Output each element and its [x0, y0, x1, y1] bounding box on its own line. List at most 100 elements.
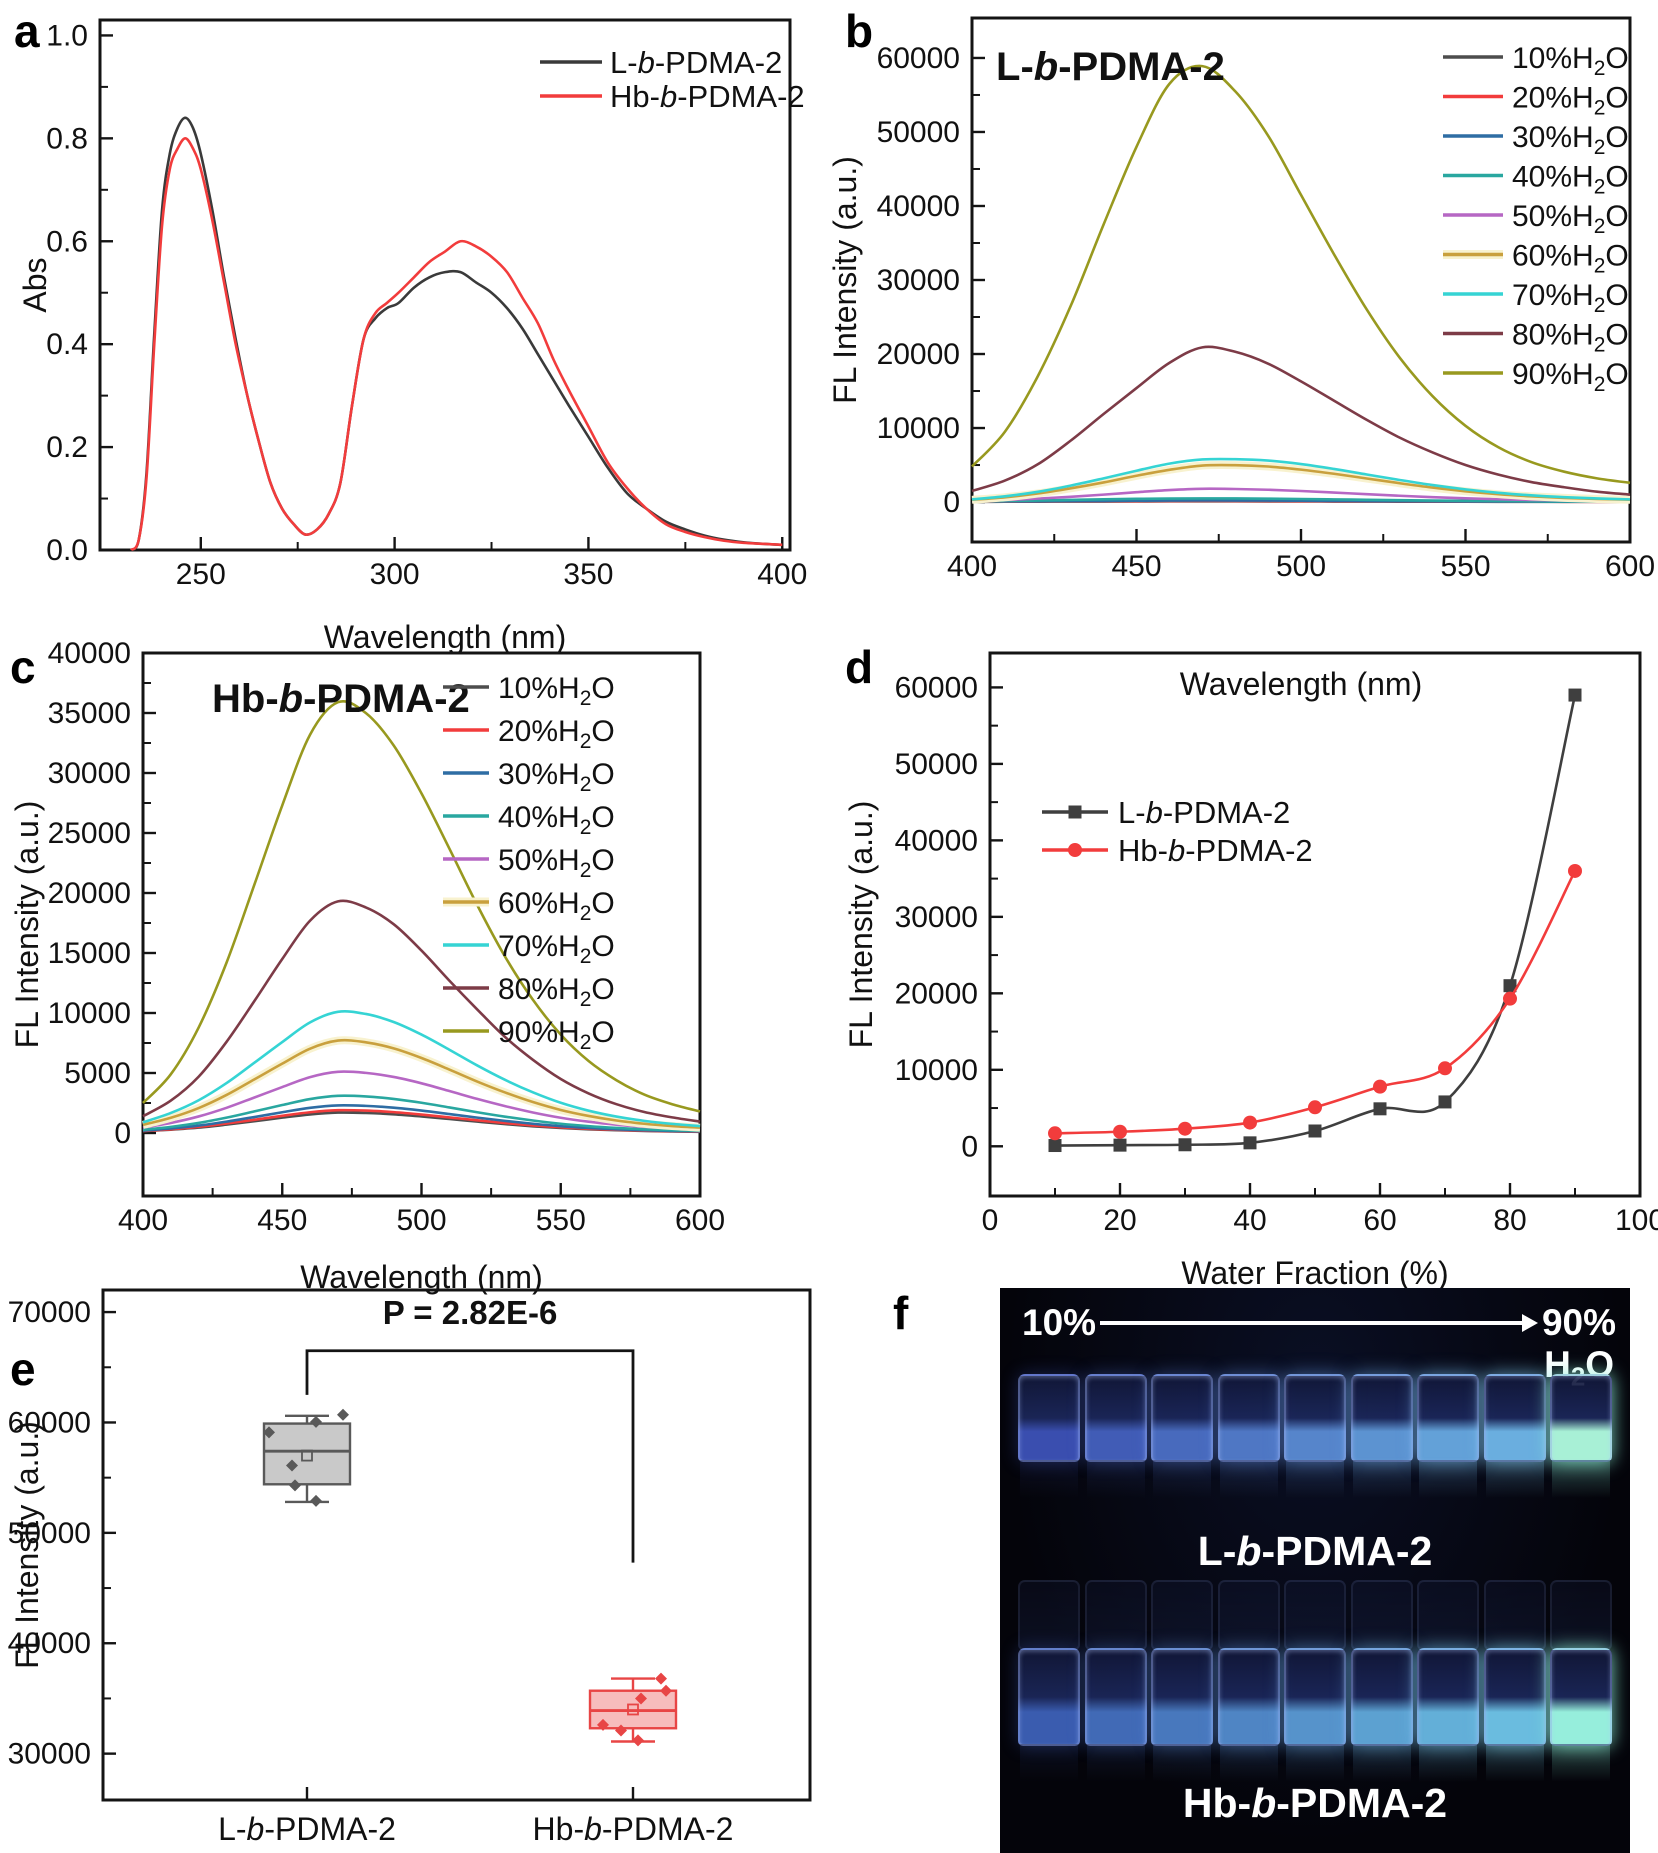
svg-text:70000: 70000	[8, 1296, 91, 1329]
svg-text:10000: 10000	[48, 997, 131, 1030]
legend-item-Hb-b-PDMA-2: Hb-b-PDMA-2	[1042, 833, 1313, 868]
svg-text:40: 40	[1233, 1204, 1266, 1237]
svg-text:20: 20	[1103, 1204, 1136, 1237]
svg-text:0.8: 0.8	[46, 122, 88, 155]
vial-top-9	[1550, 1374, 1612, 1498]
legend-item-L-b-PDMA-2: L-b-PDMA-2	[540, 45, 782, 80]
svg-text:20000: 20000	[877, 338, 960, 371]
category-label: L-b-PDMA-2	[218, 1811, 396, 1847]
photo-row1-label: L-b-PDMA-2	[1197, 1528, 1433, 1574]
svg-text:40000: 40000	[877, 190, 960, 223]
vial-ghost	[1284, 1580, 1346, 1650]
legend-item-20%H2O: 20%H2O	[1443, 82, 1629, 120]
svg-text:25000: 25000	[48, 817, 131, 850]
box-L-b-PDMA-2: L-b-PDMA-2	[218, 1408, 396, 1847]
legend-item-20%H2O: 20%H2O	[443, 715, 615, 753]
svg-text:70%H2O: 70%H2O	[1512, 279, 1629, 317]
series-30%H2O	[142, 1103, 701, 1133]
vial-bottom-5	[1284, 1648, 1346, 1782]
svg-text:40000: 40000	[8, 1627, 91, 1660]
box-Hb-b-PDMA-2: Hb-b-PDMA-2	[533, 1672, 733, 1847]
legend-item-50%H2O: 50%H2O	[443, 844, 615, 882]
panel-label-f: f	[893, 1287, 909, 1339]
svg-text:10%H2O: 10%H2O	[1512, 42, 1629, 80]
svg-text:40000: 40000	[895, 824, 978, 857]
svg-text:0: 0	[943, 486, 960, 519]
svg-text:L-b-PDMA-2: L-b-PDMA-2	[610, 45, 782, 80]
svg-text:15000: 15000	[48, 937, 131, 970]
svg-text:400: 400	[757, 558, 807, 591]
series-60%H2O	[142, 1036, 701, 1132]
chart-d: 0 20 40 60 80 100 0 10000 20000 30000 40000 50000 60…	[843, 651, 1658, 1291]
svg-text:50000: 50000	[8, 1517, 91, 1550]
y-axis-title-d: FL Intensity (a.u.)	[843, 801, 879, 1049]
arrow-icon	[1100, 1314, 1538, 1332]
svg-text:50000: 50000	[877, 116, 960, 149]
vial-top-4	[1217, 1374, 1280, 1498]
chart-e: 30000 40000 50000 60000 70000 FL Intensity (a…	[8, 1288, 812, 1847]
svg-text:0.6: 0.6	[46, 225, 88, 258]
svg-text:Hb-b-PDMA-2: Hb-b-PDMA-2	[1118, 833, 1313, 868]
photo-row2-label: Hb-b-PDMA-2	[1182, 1780, 1448, 1826]
svg-text:450: 450	[257, 1204, 307, 1237]
vial-bottom-1	[1018, 1648, 1080, 1782]
vial-bottom-6	[1350, 1648, 1413, 1782]
svg-text:L-b-PDMA-2: L-b-PDMA-2	[1118, 795, 1290, 830]
y-axis-title-b: FL Intensity (a.u.)	[827, 156, 863, 404]
series-L-b-PDMA-2	[1048, 688, 1582, 1153]
svg-text:Hb-b-PDMA-2: Hb-b-PDMA-2	[610, 79, 805, 114]
svg-text:0: 0	[982, 1204, 999, 1237]
y-axis-title-c: FL Intensity (a.u.)	[9, 801, 45, 1049]
vial-row-top	[1018, 1374, 1612, 1498]
vial-ghost	[1018, 1580, 1080, 1650]
p-value-label: P = 2.82E-6	[383, 1294, 558, 1331]
y-axis-title-e: FL Intensity (a.u.)	[9, 1421, 45, 1669]
svg-text:80%H2O: 80%H2O	[498, 973, 615, 1011]
chart-c: 400 450 500 550 600 0 5000 10000 15000 20000 25000…	[9, 637, 725, 1295]
legend-item-Hb-b-PDMA-2: Hb-b-PDMA-2	[540, 79, 805, 114]
legend-item-80%H2O: 80%H2O	[443, 973, 615, 1011]
vial-row-ghost	[1018, 1580, 1612, 1650]
svg-text:90%H2O: 90%H2O	[498, 1016, 615, 1054]
series-80%H2O	[142, 899, 701, 1123]
svg-text:30000: 30000	[48, 757, 131, 790]
legend-item-30%H2O: 30%H2O	[443, 758, 615, 796]
svg-text:60: 60	[1363, 1204, 1396, 1237]
panel-label-d: d	[845, 641, 874, 693]
mean-marker	[627, 1703, 639, 1716]
panel-label-e: e	[10, 1343, 36, 1395]
svg-text:400: 400	[118, 1204, 168, 1237]
legend-item-70%H2O: 70%H2O	[443, 930, 615, 968]
vial-ghost	[1217, 1580, 1280, 1650]
svg-text:550: 550	[536, 1204, 586, 1237]
legend-item-50%H2O: 50%H2O	[1443, 200, 1629, 238]
svg-text:100: 100	[1615, 1204, 1658, 1237]
series-90%H2O	[971, 64, 1631, 485]
svg-text:500: 500	[1276, 550, 1326, 583]
legend-item-60%H2O: 60%H2O	[443, 887, 615, 925]
photo-start-fraction: 10%	[1022, 1302, 1097, 1343]
chart-a: 250 300 350 400 0.0 0.2 0.4 0.6 0.8 1.0 Wavelength…	[17, 18, 807, 655]
vial-ghost	[1417, 1580, 1479, 1650]
svg-text:30000: 30000	[877, 264, 960, 297]
svg-text:10000: 10000	[877, 412, 960, 445]
vial-ghost	[1151, 1580, 1213, 1650]
svg-text:0.0: 0.0	[46, 534, 88, 567]
arrow-line	[1100, 1321, 1522, 1325]
x-axis-title-a: Wavelength (nm)	[324, 619, 566, 655]
vial-ghost	[1550, 1580, 1612, 1650]
svg-text:1.0: 1.0	[46, 19, 88, 52]
svg-text:0.2: 0.2	[46, 431, 88, 464]
svg-text:500: 500	[396, 1204, 446, 1237]
legend-item-80%H2O: 80%H2O	[1443, 319, 1629, 357]
legend-item-30%H2O: 30%H2O	[1443, 121, 1629, 159]
series-40%H2O	[142, 1094, 701, 1133]
series-Hb-b-PDMA-2	[1048, 863, 1582, 1141]
vial-top-5	[1284, 1374, 1346, 1498]
legend-item-10%H2O: 10%H2O	[1443, 42, 1629, 80]
legend-item-L-b-PDMA-2: L-b-PDMA-2	[1042, 795, 1290, 830]
series-80%H2O	[971, 345, 1631, 496]
uv-photo-panel: 10% 90% H2O L-b-PDMA-2 Hb-b-PDMA-2	[1000, 1288, 1630, 1853]
